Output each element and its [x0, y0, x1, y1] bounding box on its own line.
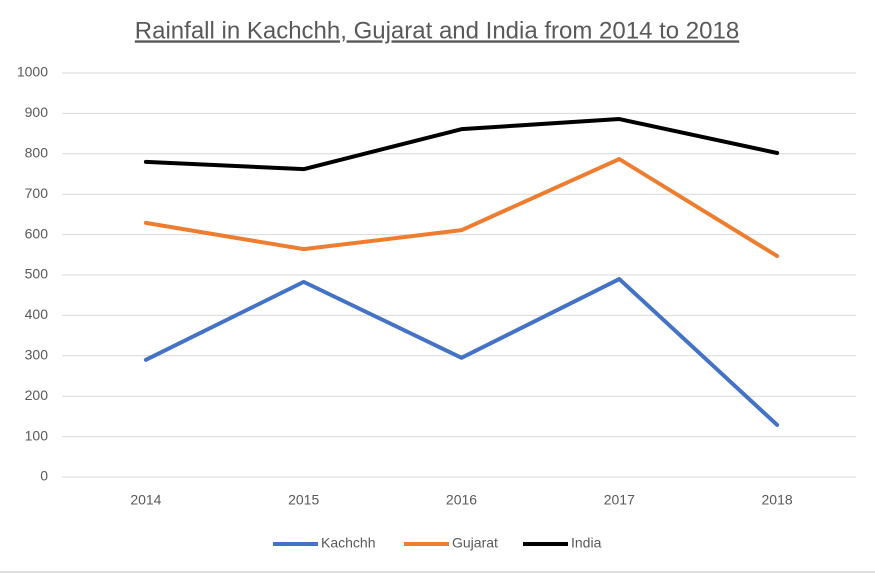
legend-label: Gujarat [452, 535, 498, 551]
x-tick-label: 2017 [604, 492, 635, 508]
chart-title: Rainfall in Kachchh, Gujarat and India f… [135, 17, 739, 44]
x-tick-label: 2016 [446, 492, 477, 508]
y-tick-label: 1000 [17, 64, 48, 80]
legend-label: India [571, 535, 602, 551]
y-tick-label: 500 [25, 266, 49, 282]
y-tick-label: 0 [40, 468, 48, 484]
x-tick-label: 2015 [288, 492, 319, 508]
x-tick-label: 2014 [130, 492, 161, 508]
series-line [143, 117, 780, 172]
x-tick-label: 2018 [762, 492, 793, 508]
y-tick-label: 400 [25, 306, 49, 322]
y-tick-label: 900 [25, 104, 49, 120]
y-tick-label: 800 [25, 145, 49, 161]
y-tick-label: 700 [25, 185, 49, 201]
y-tick-label: 200 [25, 387, 49, 403]
legend-label: Kachchh [321, 535, 375, 551]
series-line [143, 277, 780, 427]
y-tick-label: 100 [25, 427, 49, 443]
series-line [143, 157, 780, 259]
y-tick-label: 600 [25, 225, 49, 241]
y-tick-label: 300 [25, 347, 49, 363]
